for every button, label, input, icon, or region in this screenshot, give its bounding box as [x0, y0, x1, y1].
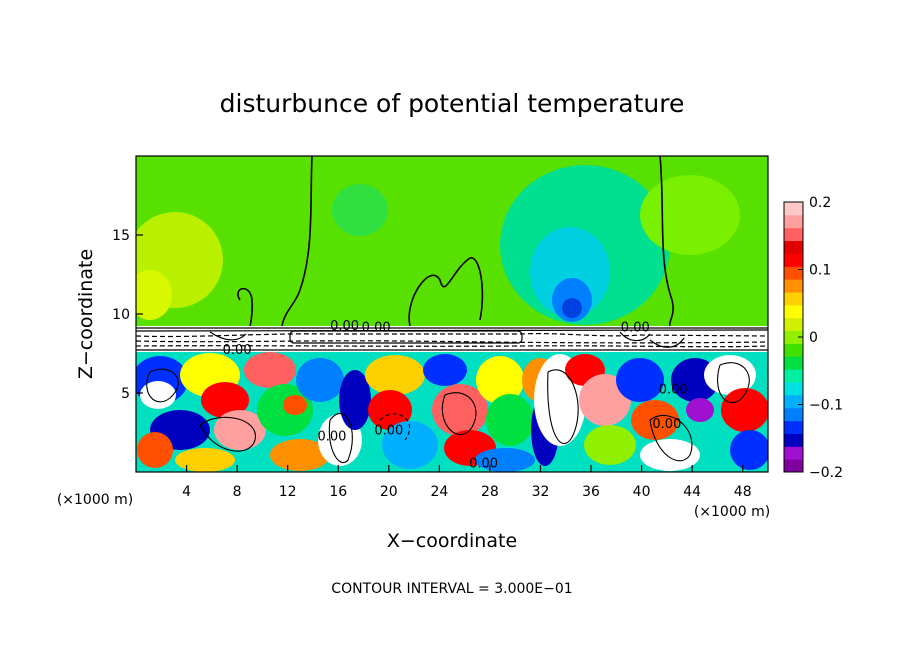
- colorbar-swatch: [784, 227, 803, 242]
- x-axis-unit-right: (×1000 m): [694, 504, 770, 520]
- x-tick-label: 32: [532, 484, 550, 500]
- x-tick-label: 44: [683, 484, 701, 500]
- x-tick-label: 48: [734, 484, 752, 500]
- colorbar-swatch: [784, 446, 803, 460]
- contour-label: 0.00: [223, 343, 252, 358]
- contour-label: 0.00: [469, 457, 498, 472]
- x-tick-label: 24: [430, 484, 448, 500]
- x-axis-unit-left: (×1000 m): [57, 492, 133, 508]
- contour-line: [659, 156, 674, 327]
- y-axis-label: Z−coordinate: [75, 249, 97, 379]
- colorbar-swatch: [784, 266, 803, 280]
- contour-label: 0.00: [317, 430, 346, 445]
- contour-label: 0.00: [659, 382, 688, 397]
- x-tick-label: 12: [279, 484, 297, 500]
- colorbar-swatch: [784, 330, 803, 344]
- colorbar-swatch: [784, 253, 803, 267]
- contour-line: [408, 257, 484, 327]
- contour-label: 0.00: [330, 319, 359, 334]
- colorbar-swatch: [784, 394, 803, 409]
- x-tick-label: 36: [582, 484, 600, 500]
- colorbar-swatch: [784, 382, 803, 396]
- contour-label: 0.00: [652, 417, 681, 432]
- plot-area: [136, 156, 768, 472]
- chart-title: disturbunce of potential temperature: [220, 89, 685, 118]
- colorbar-swatch: [784, 240, 803, 254]
- y-axis: 5 10 15: [112, 228, 143, 402]
- colorbar-swatch: [784, 202, 803, 216]
- contour-labels: 0.000.000.000.000.000.000.00 0.000.00: [223, 319, 688, 471]
- x-tick-label: 16: [329, 484, 347, 500]
- lower-contours: [146, 362, 750, 463]
- colorbar-swatch: [784, 369, 803, 383]
- colorbar-swatch: [784, 343, 803, 357]
- y-tick-label: 15: [112, 228, 130, 244]
- colorbar-tick-label: −0.1: [809, 398, 843, 414]
- colorbar-swatch: [784, 304, 803, 319]
- contour-line: [237, 287, 254, 327]
- colorbar-swatch: [784, 214, 803, 229]
- x-tick-label: 8: [233, 484, 242, 500]
- upper-field-patch: [640, 175, 740, 255]
- colorbar-tick-label: 0.1: [809, 263, 831, 279]
- x-tick-label: 4: [182, 484, 191, 500]
- colorbar-swatch: [784, 433, 803, 447]
- upper-field-patch: [562, 298, 582, 318]
- colorbar-swatch: [784, 407, 803, 422]
- colorbar-swatch: [784, 292, 803, 306]
- tropopause-contours: [136, 327, 768, 351]
- colorbar-tick-label: −0.2: [809, 465, 843, 481]
- upper-contours: [237, 156, 674, 327]
- contour-label: 0.00: [362, 321, 391, 336]
- x-axis-label: X−coordinate: [387, 530, 517, 552]
- x-tick-label: 40: [633, 484, 651, 500]
- colorbar: 0.2 0.1 0 −0.1 −0.2: [783, 195, 843, 481]
- footer-contour-interval: CONTOUR INTERVAL = 3.000E−01: [331, 581, 572, 597]
- y-tick-label: 5: [121, 386, 130, 402]
- x-axis: 4 8 12 16 20 24 28 32 36 40 44 48: [182, 465, 752, 500]
- colorbar-swatch: [784, 420, 803, 434]
- contour-label: 0.00: [374, 423, 403, 438]
- contour-line: [281, 156, 313, 327]
- colorbar-swatch: [784, 317, 803, 332]
- x-tick-label: 20: [380, 484, 398, 500]
- colorbar-swatch: [784, 279, 803, 293]
- upper-field-patch: [332, 184, 388, 236]
- lower-field-blobs: [136, 352, 768, 472]
- colorbar-tick-label: 0.2: [809, 195, 831, 211]
- colorbar-tick-label: 0: [809, 330, 818, 346]
- contour-label: 0.00: [621, 321, 650, 336]
- x-tick-label: 28: [481, 484, 499, 500]
- colorbar-swatch: [784, 356, 803, 370]
- y-tick-label: 10: [112, 307, 130, 323]
- upper-field-patch: [136, 270, 172, 320]
- colorbar-swatch: [784, 459, 803, 473]
